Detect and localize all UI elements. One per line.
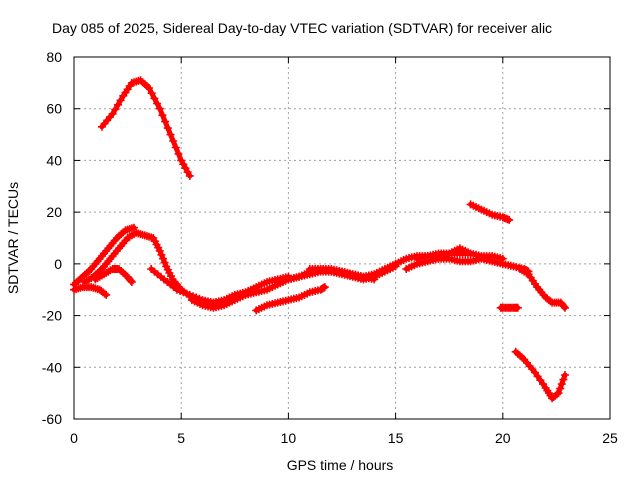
data-point-marker — [155, 104, 164, 113]
series-track-05 — [91, 265, 136, 286]
data-point-marker — [157, 250, 166, 259]
data-point-marker — [556, 384, 565, 393]
data-point-marker — [559, 375, 568, 384]
data-point-marker — [126, 276, 135, 285]
data-point-marker — [561, 303, 569, 312]
y-tick-label: 20 — [46, 204, 62, 220]
x-tick-label: 25 — [602, 430, 618, 446]
data-point-marker — [116, 96, 125, 105]
series-track-17 — [511, 347, 569, 403]
grid-lines — [74, 57, 610, 419]
data-point-marker — [114, 100, 122, 109]
x-tick-label: 20 — [495, 430, 511, 446]
series-track-02 — [70, 223, 138, 289]
data-point-marker — [108, 109, 117, 118]
data-point-marker — [160, 258, 169, 267]
series-track-15 — [516, 265, 569, 312]
series-track-07 — [187, 259, 400, 312]
series-trace — [99, 77, 193, 179]
series-track-14 — [466, 200, 514, 224]
y-tick-label: -40 — [42, 359, 62, 375]
data-point-marker — [559, 302, 568, 311]
series-track-16 — [496, 303, 522, 312]
data-point-marker — [171, 143, 180, 152]
data-point-marker — [557, 380, 566, 389]
data-point-marker — [320, 283, 329, 292]
chart-title: Day 085 of 2025, Sidereal Day-to-day VTE… — [52, 20, 552, 36]
data-point-marker — [174, 150, 183, 158]
series-track-04 — [70, 283, 111, 299]
y-tick-label: 80 — [46, 49, 62, 65]
y-tick-label: 60 — [46, 101, 62, 117]
x-axis-label: GPS time / hours — [287, 457, 394, 473]
data-point-marker — [147, 89, 156, 98]
data-point-marker — [554, 389, 563, 398]
series-track-08 — [252, 283, 329, 315]
y-tick-label: 0 — [54, 256, 62, 272]
x-tick-label: 15 — [388, 430, 404, 446]
data-series — [70, 76, 569, 403]
series-track-13 — [413, 249, 507, 263]
x-tick-label: 10 — [281, 430, 297, 446]
data-point-marker — [561, 371, 569, 379]
series-track-01 — [97, 76, 194, 180]
data-point-marker — [546, 297, 555, 306]
y-axis-label: SDTVAR / TECUs — [5, 182, 21, 294]
data-point-marker — [100, 289, 109, 298]
data-point-marker — [155, 246, 164, 255]
data-point-marker — [161, 117, 170, 126]
x-tick-label: 0 — [70, 430, 78, 446]
axis-ticks: 0 5 10 15 20 25 -60 -40 -20 0 20 40 60 80 — [42, 49, 618, 446]
data-point-marker — [169, 137, 178, 145]
y-tick-label: -20 — [42, 308, 62, 324]
y-tick-label: 40 — [46, 152, 62, 168]
data-point-marker — [158, 111, 167, 120]
series-track-10 — [305, 265, 379, 284]
data-point-marker — [505, 215, 514, 224]
data-point-marker — [102, 290, 111, 299]
data-point-marker — [166, 130, 175, 139]
data-point-marker — [145, 84, 153, 92]
data-point-marker — [513, 303, 522, 312]
data-point-marker — [185, 171, 194, 180]
data-point-marker — [163, 124, 172, 133]
data-point-marker — [370, 275, 379, 284]
plot-frame — [73, 56, 611, 420]
data-point-marker — [111, 105, 120, 114]
y-tick-label: -60 — [42, 411, 62, 427]
data-point-marker — [127, 278, 136, 286]
data-point-marker — [150, 94, 159, 103]
x-tick-label: 5 — [177, 430, 185, 446]
data-point-marker — [498, 254, 507, 263]
data-point-marker — [552, 390, 561, 399]
data-point-marker — [153, 99, 162, 108]
data-point-marker — [159, 254, 167, 263]
